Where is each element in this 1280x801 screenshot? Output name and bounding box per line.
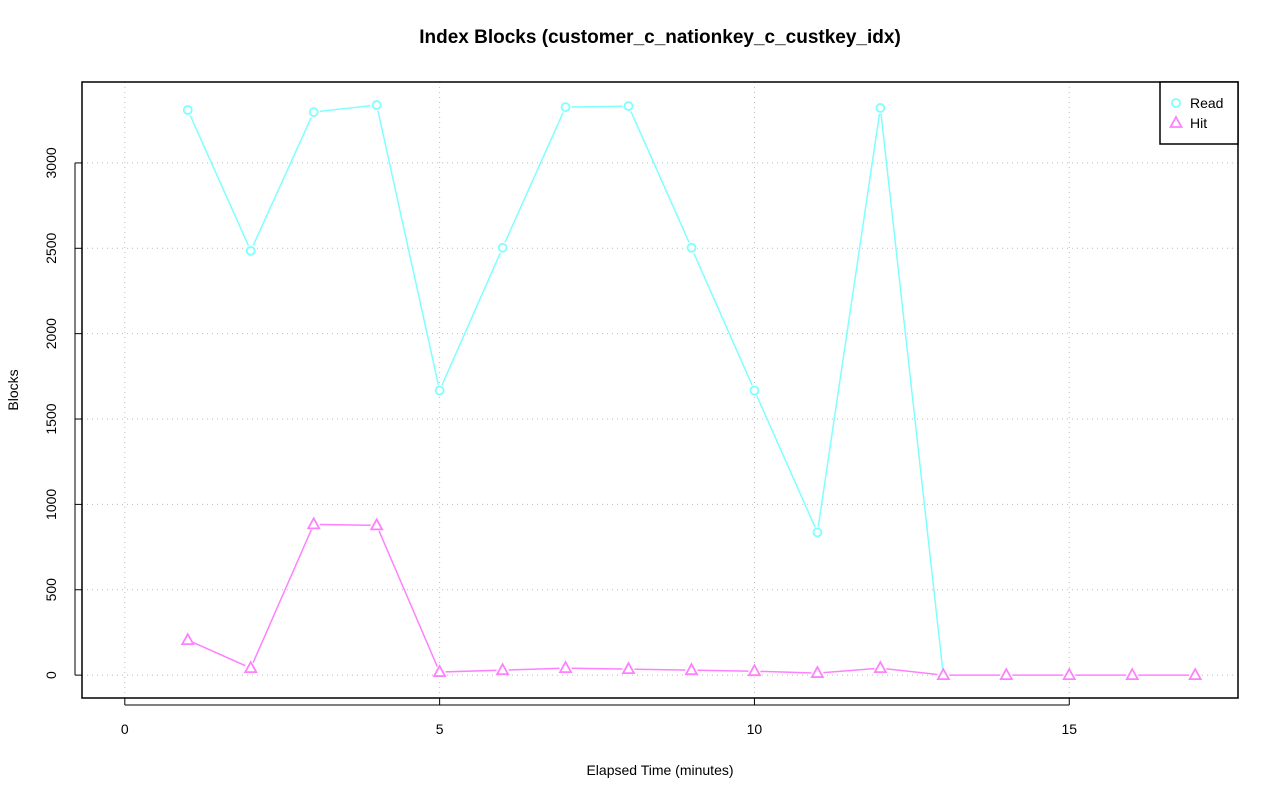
marker	[873, 660, 888, 674]
marker	[875, 103, 886, 113]
y-tick-label: 1500	[43, 403, 59, 434]
marker	[434, 385, 445, 396]
marker	[684, 662, 699, 676]
marker	[495, 662, 510, 676]
marker	[243, 660, 258, 674]
y-tick-label: 1000	[43, 489, 59, 520]
marker-gap	[559, 662, 572, 675]
x-tick-label: 5	[436, 721, 444, 737]
x-tick-label: 10	[747, 721, 763, 737]
marker	[810, 665, 825, 678]
marker	[558, 660, 573, 674]
marker	[497, 242, 508, 253]
series-line	[187, 104, 945, 676]
marker	[623, 101, 634, 111]
y-tick-label: 2000	[43, 318, 59, 349]
marker	[1062, 667, 1077, 681]
marker-gap	[307, 518, 320, 531]
marker	[1171, 98, 1181, 108]
y-tick-label: 0	[43, 671, 59, 679]
marker-gap	[937, 669, 950, 682]
marker	[1188, 667, 1203, 681]
marker	[182, 105, 193, 115]
legend-box	[1159, 81, 1239, 145]
chart-title: Index Blocks (customer_c_nationkey_c_cus…	[419, 27, 901, 48]
x-tick-label: 0	[121, 721, 129, 737]
marker	[749, 385, 760, 396]
marker-gap	[1063, 669, 1076, 682]
marker	[747, 663, 762, 677]
y-tick-label: 3000	[43, 147, 59, 178]
marker-gap	[874, 662, 887, 675]
marker	[936, 667, 951, 681]
marker	[560, 102, 571, 112]
legend-label: Hit	[1190, 115, 1207, 131]
series-line	[187, 523, 1196, 676]
legend-label: Read	[1190, 95, 1223, 111]
marker-gap	[370, 519, 383, 532]
y-axis-label: Blocks	[5, 369, 21, 410]
y-tick-label: 500	[43, 578, 59, 602]
marker-gap	[181, 634, 194, 647]
marker	[369, 517, 384, 531]
x-axis-label: Elapsed Time (minutes)	[586, 762, 733, 778]
y-tick-label: 2500	[43, 233, 59, 264]
marker	[812, 527, 823, 538]
marker-gap	[748, 665, 761, 678]
marker	[180, 632, 195, 646]
marker-gap	[244, 662, 257, 675]
marker	[432, 664, 447, 677]
marker-gap	[1189, 669, 1202, 682]
marker-gap	[496, 664, 509, 677]
marker	[621, 661, 636, 675]
marker	[686, 242, 697, 253]
plot-frame	[81, 81, 1239, 699]
marker	[999, 667, 1014, 681]
marker	[306, 516, 321, 530]
marker-gap	[811, 667, 824, 680]
marker	[1168, 115, 1184, 128]
marker	[245, 245, 256, 256]
marker-gap	[433, 666, 446, 679]
marker-gap	[685, 664, 698, 677]
marker	[1125, 667, 1140, 681]
marker-gap	[1000, 669, 1013, 682]
marker	[371, 100, 382, 110]
marker-gap	[622, 663, 635, 676]
marker	[308, 107, 319, 117]
marker-gap	[1126, 669, 1139, 682]
x-tick-label: 15	[1061, 721, 1077, 737]
